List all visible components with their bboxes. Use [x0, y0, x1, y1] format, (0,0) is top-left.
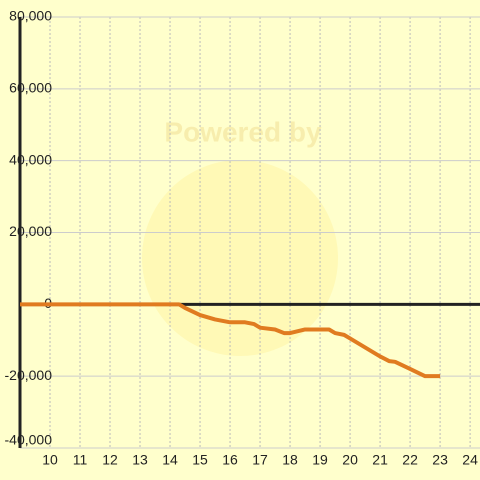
watermark-logo — [142, 160, 338, 356]
x-tick-label: 12 — [102, 452, 118, 468]
x-tick-label: 10 — [42, 452, 58, 468]
series-line — [20, 302, 441, 379]
x-tick-label: 23 — [432, 452, 448, 468]
y-tick-label: -20,000 — [5, 367, 53, 383]
x-tick-label: 17 — [252, 452, 268, 468]
x-tick-label: 19 — [312, 452, 328, 468]
watermark: Powered by — [164, 116, 322, 147]
x-tick-label: 13 — [132, 452, 148, 468]
y-tick-label: 80,000 — [9, 8, 52, 24]
y-tick-label: -40,000 — [5, 432, 53, 448]
x-tick-label: 11 — [73, 452, 88, 468]
y-tick-label: 20,000 — [9, 223, 52, 239]
y-tick-label: 60,000 — [9, 80, 52, 96]
x-tick-label: 22 — [402, 452, 418, 468]
x-tick-label: 18 — [282, 452, 298, 468]
x-tick-label: 15 — [192, 452, 208, 468]
x-tick-label: 14 — [162, 452, 178, 468]
x-tick-label: 16 — [222, 452, 238, 468]
x-tick-label: 21 — [372, 452, 388, 468]
x-tick-label: 20 — [342, 452, 358, 468]
y-tick-label: 40,000 — [9, 151, 52, 167]
x-tick-label: 24 — [462, 452, 478, 468]
